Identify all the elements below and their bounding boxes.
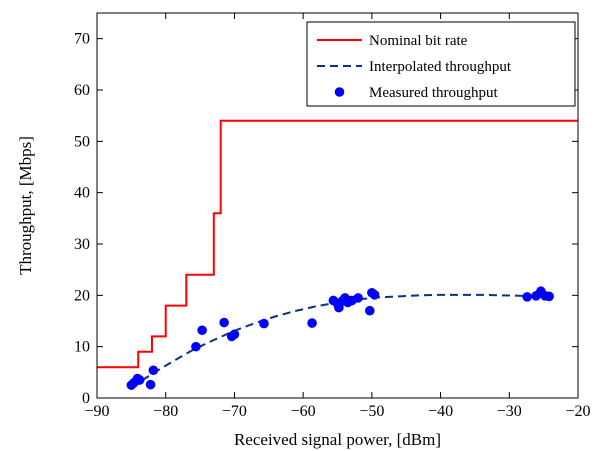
y-tick-label: 70 <box>74 31 90 48</box>
y-tick-label: 60 <box>74 82 90 99</box>
x-axis-title: Received signal power, [dBm] <box>234 430 441 449</box>
x-tick-label: −90 <box>84 403 109 420</box>
data-point-measured <box>353 293 363 303</box>
plot-area <box>97 119 578 390</box>
data-point-measured <box>148 365 159 376</box>
x-tick-label: −50 <box>359 403 384 420</box>
axes: −90 −80 −70 −60 −50 −40 −30 −20 0 10 20 30 40 50 60 70 <box>74 13 591 420</box>
legend-label-measured: Measured throughput <box>369 85 499 101</box>
x-tick-label: −30 <box>497 403 522 420</box>
data-point-measured <box>197 325 207 336</box>
data-point-measured <box>259 318 269 329</box>
y-tick-label: 30 <box>74 236 90 253</box>
data-point-measured <box>307 318 317 328</box>
legend-label-interpolated: Interpolated throughput <box>369 59 512 75</box>
plot-frame <box>96 12 579 399</box>
y-tick-label: 0 <box>82 390 90 407</box>
data-point-measured <box>364 305 375 316</box>
data-point-measured <box>229 329 240 340</box>
series-line-nominal-bit-rate <box>97 119 578 369</box>
data-point-measured <box>219 317 229 328</box>
data-point-measured <box>134 375 145 385</box>
legend-box <box>306 21 576 107</box>
data-point-measured <box>522 292 532 302</box>
y-tick-label: 50 <box>74 133 90 150</box>
x-tick-label: −70 <box>222 403 247 420</box>
legend-symbol-measured <box>334 87 345 97</box>
x-tick-label: −60 <box>291 403 316 420</box>
y-tick-label: 20 <box>74 287 90 304</box>
data-point-measured <box>145 379 156 390</box>
x-tick-label: −40 <box>428 403 453 420</box>
data-point-measured <box>544 291 554 302</box>
legend-label-nominal: Nominal bit rate <box>369 33 468 49</box>
x-tick-label: −20 <box>565 403 590 420</box>
x-tick-label: −80 <box>153 403 178 420</box>
y-tick-label: 40 <box>74 185 90 202</box>
data-point-measured <box>369 290 380 300</box>
legend: Nominal bit rate Interpolated throughput… <box>306 21 576 107</box>
y-axis-title: Throughput, [Mbps] <box>16 136 35 275</box>
data-point-measured <box>191 341 201 352</box>
y-tick-label: 10 <box>74 339 90 356</box>
